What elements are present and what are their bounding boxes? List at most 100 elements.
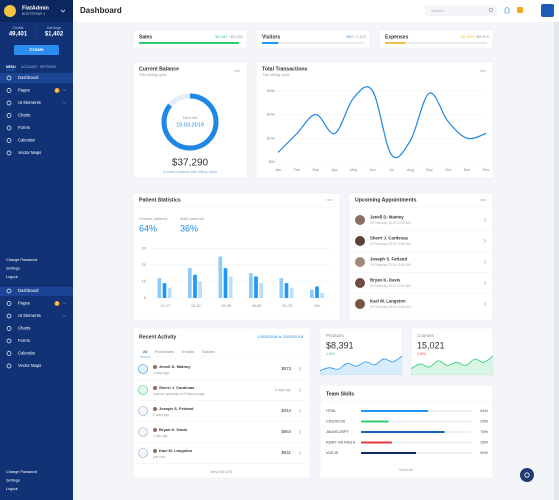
more-icon[interactable] xyxy=(480,70,482,72)
chevron-icon[interactable] xyxy=(483,301,487,307)
menu-item[interactable]: Forms xyxy=(18,338,30,343)
menu-item[interactable]: Charts xyxy=(18,113,30,118)
line-series xyxy=(277,86,487,159)
view-all[interactable]: View All (24) xyxy=(210,469,233,474)
skill-name: JAVASCRIPT xyxy=(326,430,350,434)
more-icon[interactable] xyxy=(480,199,482,201)
menu-item[interactable]: Forms xyxy=(18,125,30,130)
badge xyxy=(54,301,60,306)
more-icon[interactable] xyxy=(327,199,329,201)
menu-item[interactable]: Vector Maps xyxy=(18,363,41,368)
bar xyxy=(279,278,284,298)
account-link[interactable]: Logout xyxy=(6,487,19,491)
activity-tab[interactable]: Purchases xyxy=(155,349,174,354)
bell-icon[interactable] xyxy=(504,7,510,14)
menu-icon xyxy=(6,301,12,306)
stat-value: $1,402 xyxy=(45,32,64,38)
more-icon[interactable] xyxy=(236,70,238,72)
card-title: Current Balance xyxy=(139,66,179,72)
activity-tab[interactable]: All xyxy=(143,349,148,354)
account-link[interactable]: Logout xyxy=(6,275,19,279)
person-avatar xyxy=(153,449,157,453)
menu-item[interactable]: Vector Maps xyxy=(18,150,41,155)
skill-label: 25% xyxy=(480,420,488,424)
activity-tab[interactable]: Guides xyxy=(202,349,215,354)
menu-item[interactable]: Pages xyxy=(18,301,30,306)
activity-right: $664 xyxy=(281,429,291,434)
skill-name: VUEJS xyxy=(326,451,339,455)
chevron-icon[interactable] xyxy=(298,429,302,435)
account-link[interactable]: Change Password xyxy=(6,470,37,474)
menu-item[interactable]: Calendar xyxy=(18,138,36,143)
bar xyxy=(198,281,202,298)
sidebar-tab[interactable]: MENU xyxy=(6,65,16,69)
menu-item[interactable]: Pages xyxy=(18,88,30,93)
x-tick-label: Jan xyxy=(275,168,281,172)
activity-tab[interactable]: Emails xyxy=(182,349,194,354)
x-tick-label: Oct xyxy=(445,168,452,172)
menu-item[interactable]: Dashboard xyxy=(18,288,39,293)
person-name: Bryan K. Davis xyxy=(370,278,401,283)
card xyxy=(319,327,403,376)
activity-icon xyxy=(138,406,148,416)
activity-right: $631 xyxy=(281,450,291,455)
chevron-icon[interactable] xyxy=(298,450,302,456)
skill-track xyxy=(361,420,471,423)
balance-amount: $37,290 xyxy=(172,158,209,169)
stat-label: Earnings xyxy=(47,26,61,30)
search-icon[interactable] xyxy=(489,8,493,12)
account-link[interactable]: Change Password xyxy=(6,258,37,262)
create-button[interactable] xyxy=(14,45,59,55)
x-tick-label: Mar xyxy=(313,168,320,172)
settings-button[interactable] xyxy=(520,468,534,482)
menu-icon xyxy=(6,113,12,118)
date-range[interactable]: 13/03/2018 to 20/03/2018 xyxy=(257,334,303,339)
more-icon[interactable] xyxy=(234,70,236,72)
chevron-icon[interactable] xyxy=(298,408,302,414)
account-link[interactable]: Settings xyxy=(6,479,20,483)
stat-label: Male patients xyxy=(180,216,204,221)
person-avatar xyxy=(153,407,157,411)
more-icon[interactable] xyxy=(331,199,333,201)
menu-item[interactable]: UI Elements xyxy=(18,100,41,105)
appointment-date: 20 February 2019 10:00 AM xyxy=(370,305,411,309)
stat-value: $3,181/ $3,250 xyxy=(215,34,243,39)
more-icon[interactable] xyxy=(484,199,486,201)
bar xyxy=(289,288,294,298)
more-icon[interactable] xyxy=(482,199,484,201)
more-icon[interactable] xyxy=(329,199,331,201)
menu-icon xyxy=(6,326,12,331)
search-box[interactable] xyxy=(425,5,497,16)
y-tick-label: 0 xyxy=(144,296,146,300)
more-icon[interactable] xyxy=(484,70,486,72)
menu-icon xyxy=(6,351,12,356)
menu-item[interactable]: Charts xyxy=(18,326,30,331)
sparkline xyxy=(410,355,494,370)
view-all[interactable]: View All xyxy=(399,467,413,472)
skill-name: RUBY ON RAILS xyxy=(326,441,356,445)
account-link[interactable]: Settings xyxy=(6,267,20,271)
caret[interactable] xyxy=(60,9,66,13)
x-tick-label: 18-32 xyxy=(191,304,201,308)
user-button[interactable] xyxy=(541,4,554,17)
chevron-icon[interactable] xyxy=(483,217,487,223)
menu-item[interactable]: Dashboard xyxy=(18,75,39,80)
card-subtitle: This billing cycle xyxy=(139,73,167,77)
activity-sub: just now xyxy=(152,455,166,459)
chevron-icon[interactable] xyxy=(483,280,487,286)
grid-icon[interactable] xyxy=(517,7,523,13)
person-name: Joseph S. Ferland xyxy=(370,257,407,262)
chevron-icon[interactable] xyxy=(483,238,487,244)
sidebar-tab[interactable]: SETTINGS xyxy=(40,65,57,69)
search-placeholder[interactable]: Search xyxy=(431,8,444,13)
menu-item[interactable]: Calendar xyxy=(18,351,36,356)
create-label[interactable]: Create xyxy=(29,47,44,52)
more-icon[interactable] xyxy=(238,70,240,72)
chevron-icon[interactable] xyxy=(483,259,487,265)
menu-item[interactable]: UI Elements xyxy=(18,313,41,318)
chevron-icon[interactable] xyxy=(298,387,302,393)
more-icon[interactable] xyxy=(482,70,484,72)
sidebar-tab[interactable]: ACCOUNT xyxy=(21,65,37,69)
chevron-icon[interactable] xyxy=(298,366,302,372)
